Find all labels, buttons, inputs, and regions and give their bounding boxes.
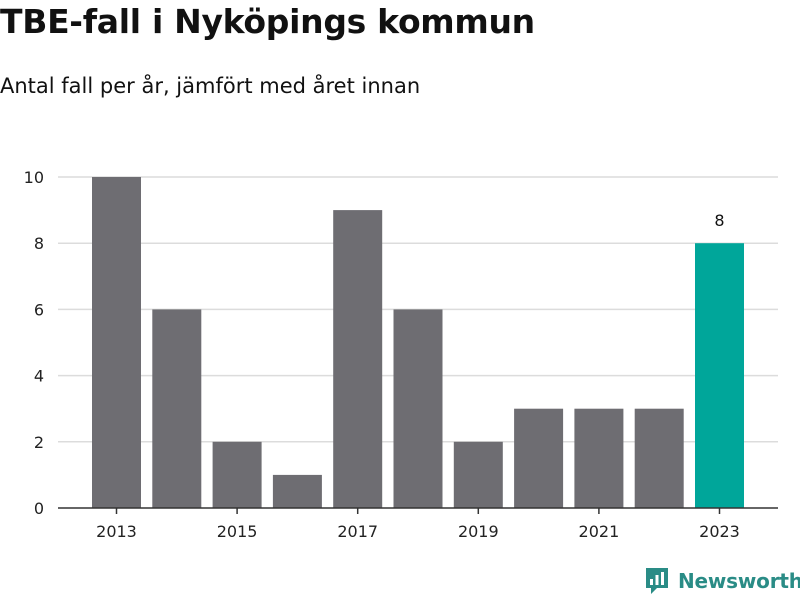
- bar-2013: [92, 177, 141, 508]
- y-tick-label: 2: [34, 433, 44, 452]
- chart-subtitle: Antal fall per år, jämfört med året inna…: [0, 74, 421, 98]
- y-tick-label: 4: [34, 367, 44, 386]
- brand-logo: Newsworthy: [644, 566, 800, 596]
- y-tick-label: 0: [34, 499, 44, 518]
- bar-2020: [514, 408, 564, 508]
- highlight-value-label: 8: [714, 211, 724, 230]
- x-tick-label: 2017: [337, 522, 378, 541]
- chart-title: TBE-fall i Nyköpings kommun: [0, 2, 535, 41]
- x-tick-label: 2023: [699, 522, 740, 541]
- brand-name: Newsworthy: [678, 569, 800, 593]
- bar-2014: [152, 309, 202, 508]
- newsworthy-logo-icon: [646, 568, 668, 594]
- x-tick-label: 2019: [458, 522, 499, 541]
- bar-2023: [695, 243, 744, 508]
- data-labels: 8: [714, 211, 724, 230]
- bar-2017: [333, 210, 383, 508]
- bar-2022: [634, 408, 684, 508]
- bar-2018: [393, 309, 443, 508]
- bar-2016: [272, 474, 322, 508]
- y-axis-ticks: 0 2 4 6 8 10: [24, 168, 44, 518]
- x-axis-ticks: 2013 2015 2017 2019 2021 2023: [96, 508, 740, 541]
- y-tick-label: 8: [34, 234, 44, 253]
- x-tick-label: 2021: [579, 522, 620, 541]
- y-tick-label: 6: [34, 300, 44, 319]
- x-tick-label: 2013: [96, 522, 137, 541]
- y-tick-label: 10: [24, 168, 44, 187]
- bars: [92, 177, 744, 508]
- bar-2019: [453, 441, 503, 508]
- bar-2021: [574, 408, 624, 508]
- x-tick-label: 2015: [217, 522, 258, 541]
- bar-2015: [212, 441, 262, 508]
